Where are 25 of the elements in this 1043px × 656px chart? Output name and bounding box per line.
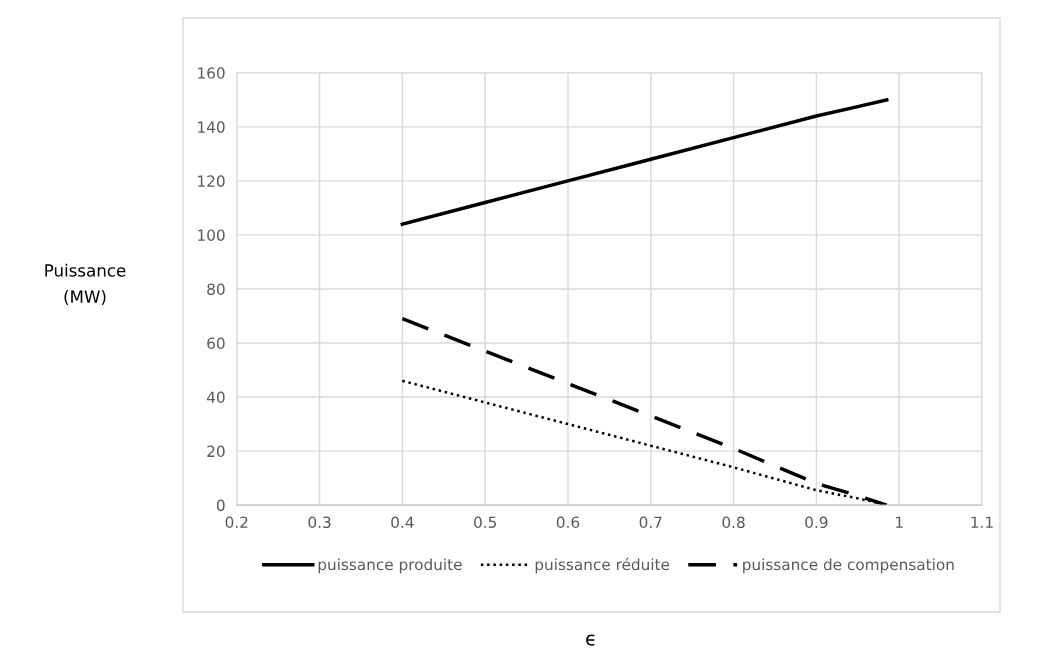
text: ϵ — [586, 634, 595, 646]
x-tick-label: 0.9 — [805, 516, 828, 529]
y-tick-label: 140 — [198, 121, 225, 133]
x-tick-label: 0.8 — [722, 516, 745, 529]
x-tick-label: 0.3 — [308, 516, 331, 529]
x-tick-label: 0.4 — [391, 516, 414, 529]
y-tick-label: 0 — [216, 499, 225, 512]
y-tick-label: 60 — [207, 337, 225, 350]
x-tick-label: 1 — [896, 516, 903, 528]
y-tick-label: 120 — [198, 175, 225, 187]
legend-label: puissance de compensation — [743, 558, 954, 574]
legend-label: puissance réduite — [535, 557, 670, 574]
y-axis-title: Puissance (MW) — [45, 263, 126, 305]
y-tick-label: 80 — [207, 283, 225, 295]
line-series — [400, 98, 889, 226]
y-tick-label: 100 — [198, 229, 225, 241]
y-tick-label: 40 — [206, 391, 225, 404]
x-tick-label: 0.2 — [225, 516, 248, 529]
x-tick-label: 1.1 — [971, 516, 993, 528]
y-tick-label: 160 — [198, 67, 225, 79]
x-tick-label: 0.5 — [474, 516, 496, 529]
x-tick-label: 0.6 — [556, 516, 580, 529]
y-tick-label: 20 — [207, 445, 225, 458]
legend-label: puissance produite — [318, 558, 462, 574]
x-tick-label: 0.7 — [639, 516, 662, 529]
